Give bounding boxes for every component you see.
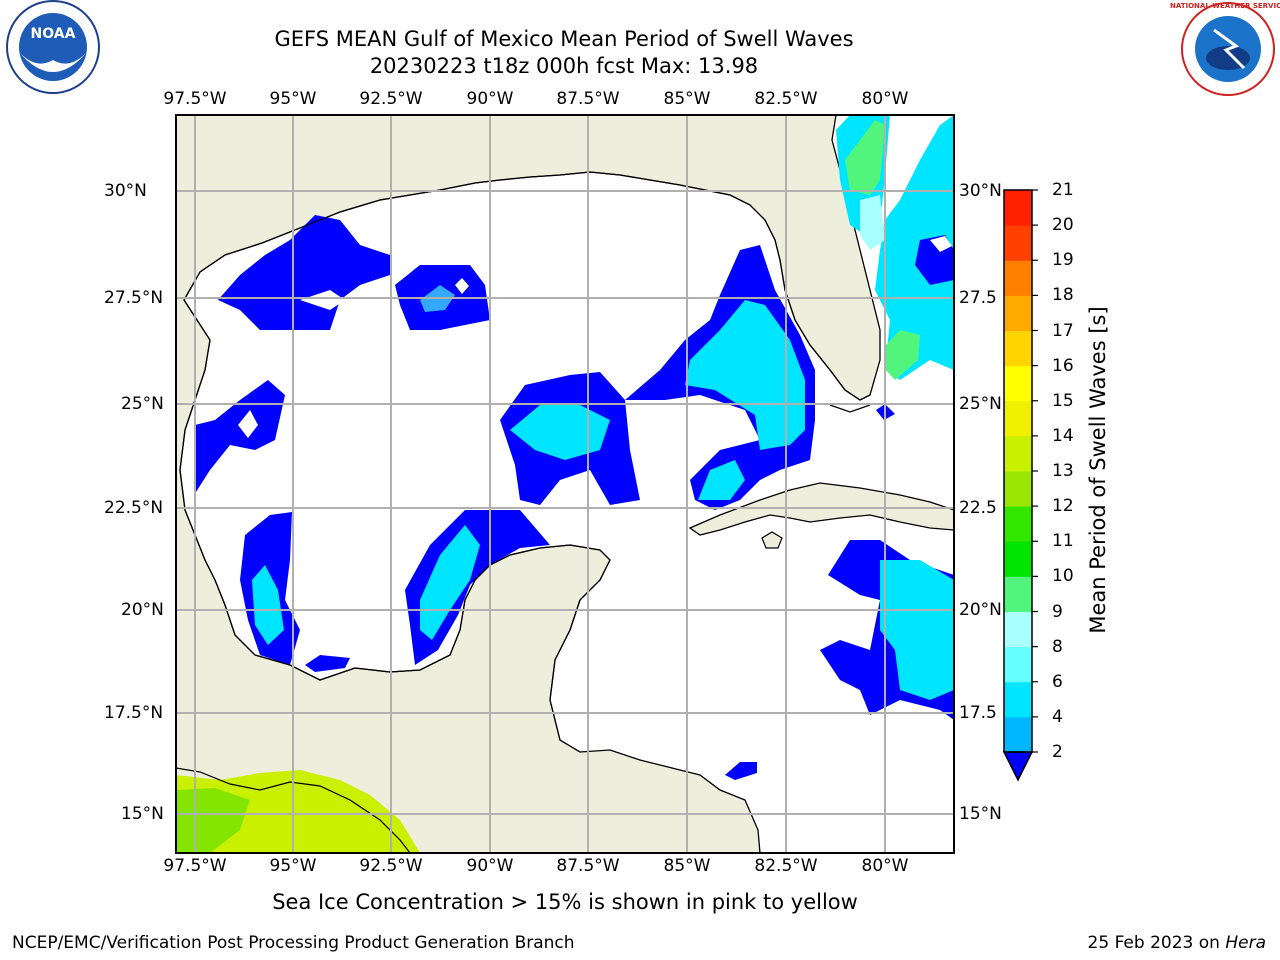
nws-logo: NATIONAL WEATHER SERVICE [1170,2,1280,96]
noaa-logo: NOAA [6,0,100,94]
lon-tick-top: 92.5°W [359,89,423,109]
lon-tick-bottom: 82.5°W [754,856,818,876]
colorbar-bin [1004,576,1032,612]
lon-tick-top: 82.5°W [754,89,818,109]
lat-tick-left: 20°N [121,600,164,620]
svg-text:NOAA: NOAA [31,26,76,42]
credit-date-text: 25 Feb 2023 on [1087,933,1226,953]
colorbar-tick-label: 12 [1052,496,1074,517]
colorbar-bin [1004,400,1032,437]
colorbar-bin [1004,365,1032,402]
colorbar-tick-label: 16 [1052,355,1074,376]
svg-text:NATIONAL WEATHER SERVICE: NATIONAL WEATHER SERVICE [1170,2,1280,10]
map-title: GEFS MEAN Gulf of Mexico Mean Period of … [274,27,854,51]
colorbar-bin [1004,716,1032,753]
swell-period-fills [195,115,954,780]
sea-ice-note: Sea Ice Concentration > 15% is shown in … [272,890,858,914]
lat-tick-left: 17.5°N [104,703,164,723]
lon-tick-bottom: 90°W [466,856,514,876]
lon-tick-bottom: 85°W [663,856,711,876]
colorbar-tick-label: 20 [1052,215,1074,236]
colorbar-bin [1004,330,1032,367]
colorbar-tick-label: 2 [1052,742,1063,762]
colorbar-tick-label: 6 [1052,671,1063,692]
lon-tick-top: 90°W [466,89,514,109]
lon-tick-top: 80°W [861,89,909,109]
lon-tick-top: 85°W [663,89,711,109]
map-frame [175,114,955,854]
colorbar-tick-label: 8 [1052,636,1063,657]
colorbar-bin [1004,225,1032,261]
credit-date: 25 Feb 2023 on Hera [1088,933,1266,953]
colorbar-bin [1004,471,1032,507]
lat-tick-right: 20°N [959,600,1002,620]
lat-tick-right: 27.5 [959,288,997,308]
lat-tick-left: 25°N [121,394,164,414]
lon-tick-top: 95°W [269,89,317,109]
colorbar-extend-arrow [1002,751,1034,782]
colorbar-bin [1004,681,1032,718]
credit-host: Hera [1225,933,1266,953]
lon-tick-top: 87.5°W [556,89,620,109]
lat-tick-right: 25°N [959,394,1002,414]
lon-tick-bottom: 97.5°W [163,856,227,876]
colorbar-tick-label: 10 [1052,566,1074,587]
lon-tick-bottom: 95°W [269,856,317,876]
colorbar-bin [1004,435,1032,472]
colorbar-bin [1004,646,1032,683]
lat-tick-left: 22.5°N [104,498,164,518]
colorbar-tick-label: 13 [1052,461,1074,481]
lon-tick-bottom: 80°W [861,856,909,876]
credit-branch: NCEP/EMC/Verification Post Processing Pr… [12,933,575,953]
lat-tick-left: 27.5°N [104,288,164,308]
lat-tick-right: 30°N [959,181,1002,201]
colorbar-tick-label: 14 [1052,425,1074,446]
colorbar-tick-label: 15 [1052,390,1074,411]
colorbar-tick-label: 9 [1052,601,1063,622]
colorbar-bin [1004,541,1032,577]
lat-tick-right: 15°N [959,804,1002,824]
lat-tick-left: 30°N [104,181,147,201]
lat-tick-right: 22.5 [959,498,997,518]
isla-juventud [761,531,783,549]
lat-tick-left: 15°N [121,804,164,824]
colorbar-title: Mean Period of Swell Waves [s] [1086,306,1110,634]
colorbar-tick-label: 21 [1052,180,1074,200]
colorbar-tick-label: 18 [1052,285,1074,306]
colorbar-bin [1004,506,1032,542]
colorbar-tick-label: 4 [1052,706,1063,727]
lon-tick-bottom: 92.5°W [359,856,423,876]
colorbar-tick-label: 19 [1052,250,1074,271]
colorbar-bin [1004,190,1032,226]
lon-tick-top: 97.5°W [163,89,227,109]
colorbar-tick-label: 17 [1052,320,1074,341]
colorbar-bin [1004,295,1032,331]
colorbar-bin [1004,260,1032,296]
lon-tick-bottom: 87.5°W [556,856,620,876]
colorbar-bin [1004,611,1032,648]
lat-tick-right: 17.5 [959,703,997,723]
colorbar-tick-label: 11 [1052,531,1074,552]
gridlines [176,115,954,853]
colorbar [1002,189,1038,782]
map-subtitle: 20230223 t18z 000h fcst Max: 13.98 [369,54,759,78]
